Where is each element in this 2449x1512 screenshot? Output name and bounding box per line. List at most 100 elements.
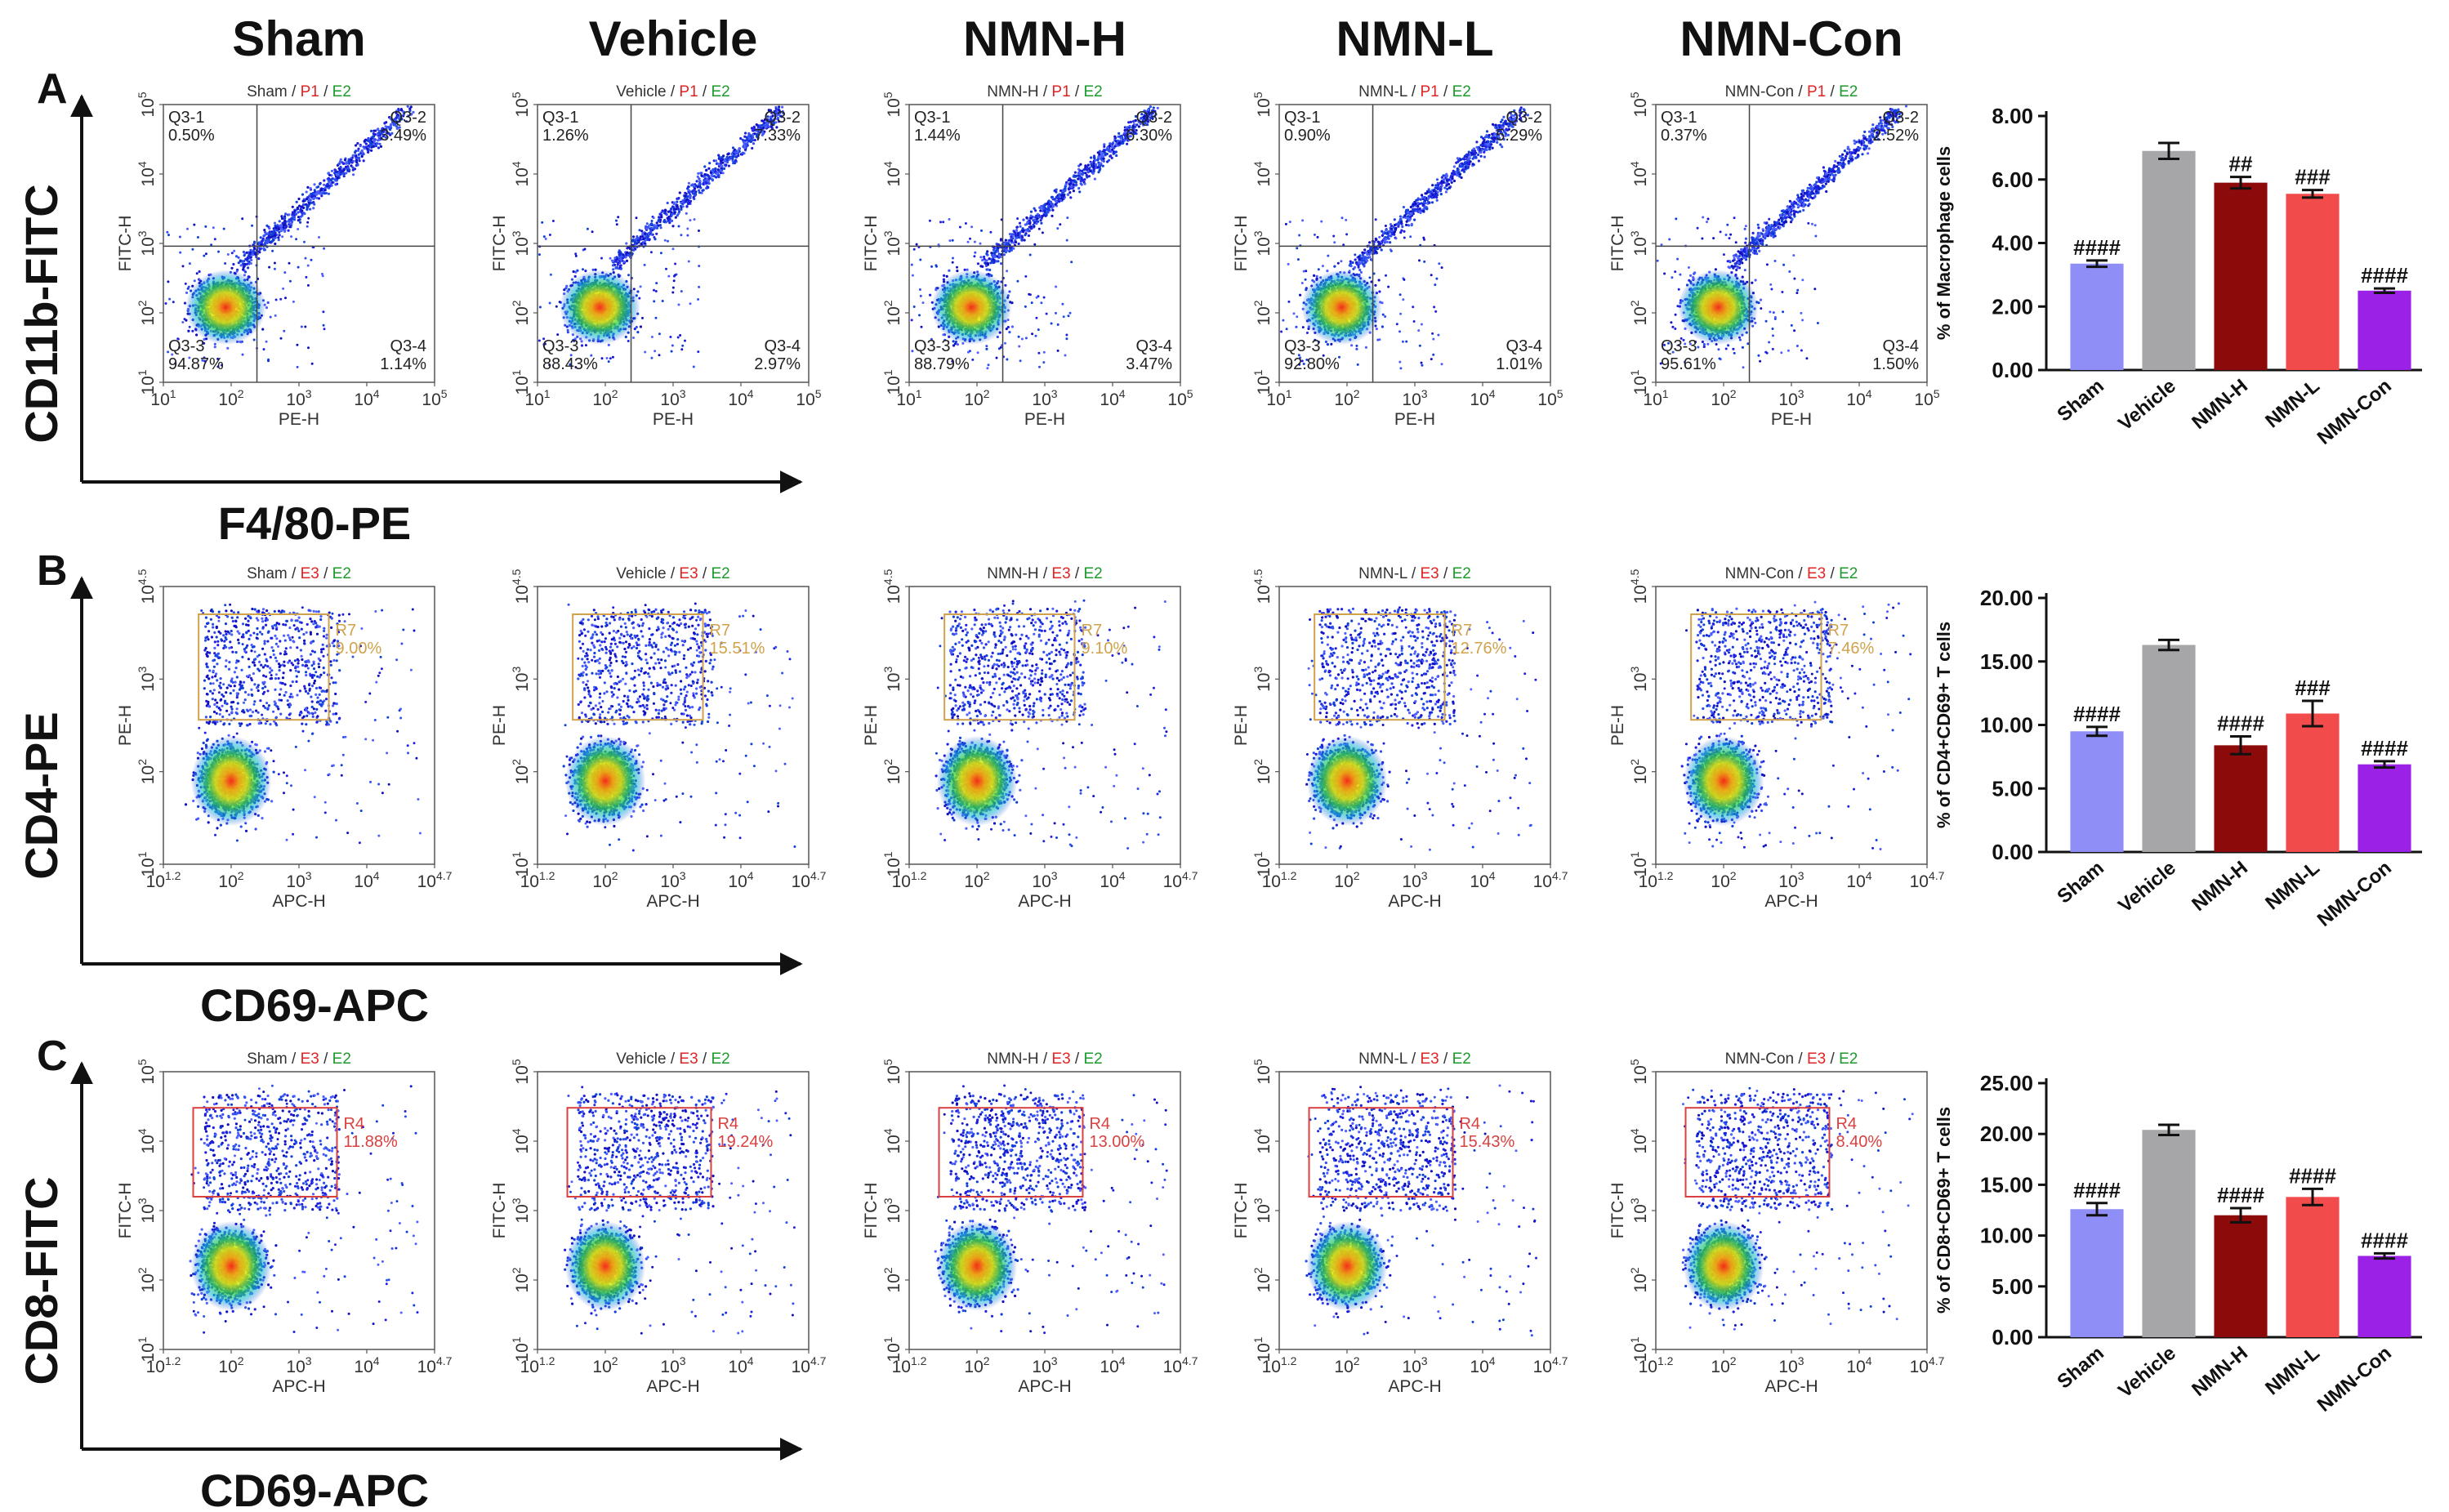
y-tick-label: 101 [136,369,158,395]
significance-mark: #### [2217,1183,2264,1207]
x-tick-label: 102 [964,869,989,891]
y-tick-label: 101 [1251,369,1274,395]
gate-rect [572,613,704,721]
gate-rect [1314,613,1446,721]
quadrant-value: 2.52% [1872,127,1919,145]
plot-title-group: NMN-L [1358,83,1407,100]
bar-category-label: Vehicle [2114,375,2180,435]
x-tick-label: 104 [1470,1354,1495,1376]
y-tick-label: 102 [881,1267,903,1292]
quadrant-value: 88.79% [914,355,970,373]
bar-category-label: Sham [2053,857,2108,908]
plot-title-pop: E3 [1420,1050,1439,1068]
gate-rect [566,1107,712,1198]
density-core [1683,735,1764,827]
density-core [1683,1220,1764,1312]
x-tick-label: 105 [422,387,447,409]
x-tick-label: 104 [354,387,379,409]
bar [2142,644,2196,852]
plot-title-group: NMN-H [987,83,1038,100]
plot-y-label: FITC-H [490,1183,509,1239]
plot-title-group: Vehicle [616,565,666,582]
gate-value: 7.46% [1828,640,1875,658]
y-tick-label: 101 [1628,1336,1650,1362]
plot-title-pop: E2 [1839,565,1858,582]
plot-x-label: APC-H [646,1377,699,1396]
group-header: Sham [232,11,365,66]
x-tick-label: 104 [354,1354,379,1376]
plot-title-group: NMN-H [987,1050,1038,1068]
plot-title-group: Sham [247,565,288,582]
bar-category-label: NMN-Con [2313,375,2396,449]
plot-title: Sham / P1 / E2 [247,83,351,100]
quadrant-name: Q3-4 [390,337,426,355]
gate-name: R4 [717,1115,738,1133]
y-tick-label: 102 [136,300,158,325]
plot-title: Sham / E3 / E2 [247,1050,351,1068]
y-tick-label: 102 [1251,759,1274,784]
flow-plot: NMN-Con / P1 / E2 Q3-10.37% Q3-22.52% Q3-39… [1608,83,1940,429]
bar-y-label: % of Macrophage cells [1934,146,1954,340]
plot-title: NMN-Con / P1 / E2 [1725,83,1858,100]
quadrant-value: 88.43% [542,355,598,373]
x-tick-label: 103 [1402,869,1427,891]
bar-y-tick-label: 25.00 [1980,1071,2033,1095]
x-tick-label: 104 [1470,387,1495,409]
significance-mark: #### [2361,736,2408,760]
x-tick-label: 101 [896,387,921,409]
plot-title-pop: E2 [711,83,729,100]
plot-y-label: PE-H [116,705,135,746]
plot-title-pop: E3 [301,565,319,582]
x-tick-label: 103 [1778,1354,1804,1376]
bar-y-tick-label: 15.00 [1980,649,2033,674]
y-tick-label: 105 [1628,1059,1650,1084]
x-tick-label: 104 [728,1354,753,1376]
y-tick-label: 103 [510,667,532,692]
plot-y-label: PE-H [490,705,509,746]
density-core [190,735,272,827]
quadrant-name: Q3-2 [1883,109,1919,127]
plot-title-pop: E2 [1839,1050,1858,1068]
y-tick-label: 103 [136,1198,158,1223]
gate-value: 13.00% [1089,1133,1144,1151]
bar-y-tick-label: 0.00 [1992,1325,2033,1349]
x-tick-label: 102 [1711,1354,1736,1376]
plot-title: NMN-L / E3 / E2 [1358,1050,1471,1068]
bar-y-tick-label: 6.00 [1992,167,2033,192]
quadrant-value: 3.49% [380,127,426,145]
x-tick-label: 103 [1778,869,1804,891]
bar-y-tick-label: 2.00 [1992,294,2033,319]
x-tick-label: 104.7 [1533,869,1568,891]
gate-name: R7 [1828,622,1849,640]
bar-category-label: NMN-Con [2313,1342,2396,1416]
y-tick-label: 105 [136,91,158,117]
bar-y-tick-label: 8.00 [1992,104,2033,128]
x-tick-label: 104.7 [417,1354,453,1376]
plot-x-label: PE-H [279,410,319,429]
y-tick-label: 101 [1628,369,1650,395]
plot-x-label: APC-H [1018,892,1071,911]
x-tick-label: 102 [1334,869,1359,891]
density-core [1306,1220,1388,1312]
bar-y-tick-label: 20.00 [1980,1122,2033,1146]
gate-value: 8.40% [1836,1133,1882,1151]
gate-name: R4 [1089,1115,1110,1133]
y-tick-label: 104 [1628,161,1650,186]
gate-value: 12.76% [1452,640,1507,658]
y-tick-label: 105 [510,91,532,117]
gate-name: R7 [710,622,731,640]
x-tick-label: 101.2 [892,869,927,891]
plot-title-group: NMN-Con [1725,1050,1794,1068]
bar-category-label: NMN-H [2188,1342,2252,1401]
plot-title-group: NMN-L [1358,565,1407,582]
bar-category-label: Vehicle [2114,1342,2180,1403]
significance-mark: #### [2073,702,2121,726]
quadrant-name: Q3-4 [1883,337,1919,355]
bar [2070,263,2124,370]
x-tick-label: 102 [1334,387,1359,409]
quadrant-name: Q3-4 [1506,337,1542,355]
bar [2286,194,2340,370]
